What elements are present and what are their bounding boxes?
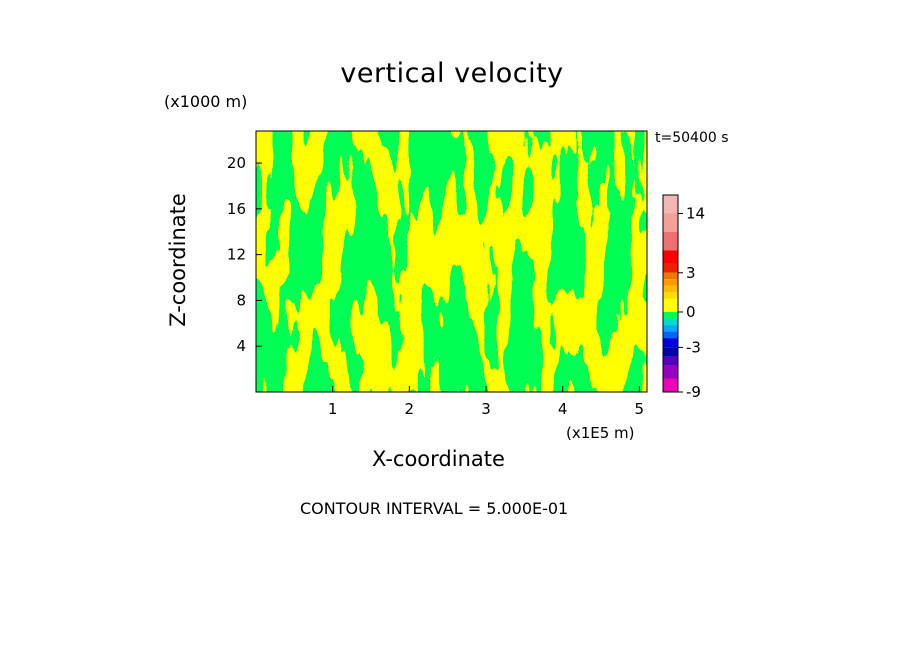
colorbar-band xyxy=(663,305,678,312)
colorbar-label: 0 xyxy=(686,303,696,321)
colorbar-band xyxy=(663,331,678,339)
colorbar-band xyxy=(663,263,678,273)
x-unit-label: (x1E5 m) xyxy=(566,424,635,442)
colorbar: 14 3 0 -3 -9 xyxy=(662,194,705,401)
colorbar-band xyxy=(663,365,678,379)
colorbar-band xyxy=(663,279,678,286)
y-unit-label: (x1000 m) xyxy=(164,92,248,111)
y-tick-label: 4 xyxy=(236,337,246,355)
x-tick-label: 1 xyxy=(328,400,338,418)
x-axis-label: X-coordinate xyxy=(372,447,505,471)
colorbar-band xyxy=(663,347,678,357)
chart-title: vertical velocity xyxy=(340,58,564,89)
y-tick-label: 8 xyxy=(236,291,246,309)
positive-fill xyxy=(256,131,647,392)
colorbar-label: 3 xyxy=(686,264,696,282)
colorbar-label: -3 xyxy=(686,338,701,356)
colorbar-label: 14 xyxy=(686,204,705,222)
colorbar-frame xyxy=(662,194,679,393)
colorbar-band xyxy=(663,195,678,214)
colorbar-band xyxy=(663,285,678,293)
colorbar-band xyxy=(663,325,678,332)
y-tick-label: 20 xyxy=(227,154,246,172)
velocity-field xyxy=(256,131,647,392)
colorbar-label: -9 xyxy=(686,383,701,401)
colorbar-band xyxy=(663,250,678,264)
contour-interval-note: CONTOUR INTERVAL = 5.000E-01 xyxy=(300,499,569,518)
time-label: t=50400 s xyxy=(655,130,729,146)
y-tick-label: 16 xyxy=(227,200,246,218)
colorbar-band xyxy=(663,231,678,251)
colorbar-band xyxy=(663,338,678,348)
y-tick-label: 12 xyxy=(227,246,246,264)
colorbar-band xyxy=(663,311,678,319)
x-tick-label: 5 xyxy=(635,400,645,418)
colorbar-band xyxy=(663,318,678,326)
x-tick-label: 3 xyxy=(481,400,491,418)
x-tick-label: 4 xyxy=(558,400,568,418)
colorbar-band xyxy=(663,356,678,366)
colorbar-band xyxy=(663,292,678,299)
colorbar-band xyxy=(663,298,678,306)
y-ticks: 4 8 12 16 20 xyxy=(227,154,262,355)
colorbar-band xyxy=(663,378,678,392)
x-tick-label: 2 xyxy=(405,400,415,418)
colorbar-band xyxy=(663,272,678,280)
plot-frame xyxy=(255,130,648,393)
colorbar-band xyxy=(663,213,678,232)
x-ticks: 1 2 3 4 5 xyxy=(328,386,644,418)
